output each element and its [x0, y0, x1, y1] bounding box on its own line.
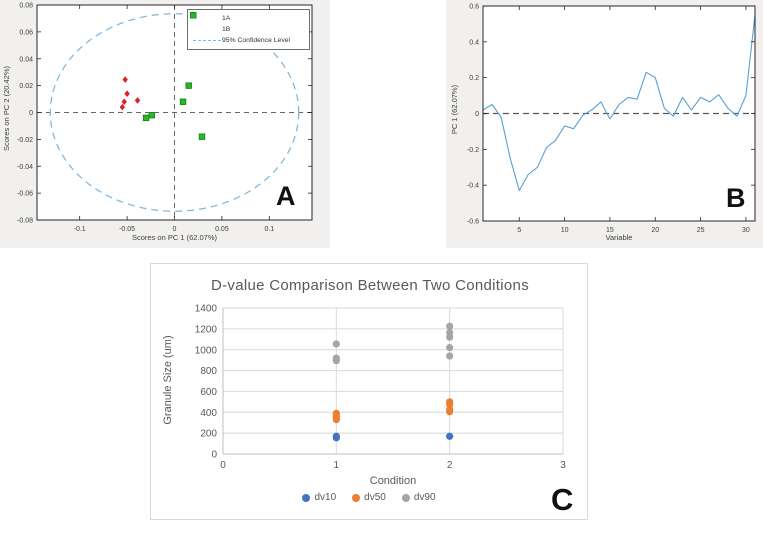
svg-text:-0.06: -0.06 [17, 191, 33, 198]
svg-text:0.4: 0.4 [469, 39, 479, 46]
svg-text:10: 10 [561, 227, 569, 234]
svg-text:0.06: 0.06 [19, 29, 33, 36]
svg-text:-0.2: -0.2 [467, 147, 479, 154]
svg-text:200: 200 [200, 429, 217, 440]
svg-text:3: 3 [560, 460, 566, 471]
svg-text:0.08: 0.08 [19, 3, 33, 10]
svg-text:0: 0 [220, 460, 226, 471]
dashed-line-marker-icon [193, 40, 221, 41]
legend-label-dv10: dv10 [314, 492, 337, 503]
legend-label-1b: 1B [222, 26, 231, 33]
svg-text:5: 5 [517, 227, 521, 234]
legend-item-1b: 1B [190, 12, 305, 35]
legend-label-dv90: dv90 [413, 492, 436, 503]
panel-c-d-value-chart: 0 200 400 600 800 1000 1200 1400 0 1 2 3 D-value Co… [150, 263, 588, 520]
svg-text:0.6: 0.6 [469, 4, 479, 11]
panel-b-x-axis-label: Variable [605, 233, 633, 242]
svg-text:0: 0 [29, 110, 33, 117]
svg-text:0.04: 0.04 [19, 56, 33, 63]
dv90-dot-icon [401, 493, 410, 502]
panel-c-y-axis-label: Granule Size (um) [162, 335, 174, 425]
panel-c-letter: C [551, 482, 574, 517]
svg-text:20: 20 [651, 227, 659, 234]
svg-text:1: 1 [334, 460, 340, 471]
d-value-plot: 0 200 400 600 800 1000 1200 1400 0 1 2 3 [195, 304, 566, 471]
svg-text:0.02: 0.02 [19, 83, 33, 90]
panel-a-x-axis-label: Scores on PC 1 (62.07%) [131, 233, 218, 242]
panel-c-chart-title: D-value Comparison Between Two Condition… [210, 277, 529, 294]
svg-text:1400: 1400 [195, 304, 218, 315]
legend-label-confidence: 95% Confidence Level [222, 37, 291, 44]
pc1-loadings-plot: 0.6 0.4 0.2 0 -0.2 -0.4 -0.6 5 10 15 20 25 30 [467, 4, 756, 234]
panel-a-y-axis-label: Scores on PC 2 (20.42%) [2, 65, 11, 152]
svg-text:2: 2 [447, 460, 453, 471]
svg-text:1200: 1200 [195, 324, 218, 335]
svg-text:0.1: 0.1 [264, 226, 274, 233]
svg-text:-0.05: -0.05 [119, 226, 135, 233]
legend-item-1a: 1A [190, 11, 305, 24]
panel-b-pc1-loadings: 0.6 0.4 0.2 0 -0.2 -0.4 -0.6 5 10 15 20 25 30 Variab… [446, 0, 763, 248]
svg-text:-0.02: -0.02 [17, 137, 33, 144]
svg-text:0: 0 [211, 450, 217, 461]
svg-text:30: 30 [742, 227, 750, 234]
panel-c-x-axis-label: Condition [369, 475, 417, 487]
svg-text:-0.4: -0.4 [467, 183, 479, 190]
dv50-dot-icon [352, 493, 361, 502]
dv10-dot-icon [302, 493, 311, 502]
svg-text:0: 0 [173, 226, 177, 233]
panel-a-legend: 1A 1B 95% Confidence Level [187, 9, 310, 50]
svg-text:400: 400 [200, 408, 217, 419]
legend-label-1a: 1A [222, 15, 231, 22]
svg-text:-0.04: -0.04 [17, 164, 33, 171]
svg-text:25: 25 [697, 227, 705, 234]
panel-b-y-axis-label: PC 1 (62.07%) [450, 84, 459, 135]
svg-text:1000: 1000 [195, 345, 218, 356]
svg-text:-0.6: -0.6 [467, 219, 479, 226]
legend-item-dv50: dv50 [352, 492, 386, 503]
panel-b-letter: B [726, 183, 746, 213]
legend-label-dv50: dv50 [364, 492, 386, 503]
svg-text:800: 800 [200, 366, 217, 377]
svg-text:0: 0 [475, 111, 479, 118]
panel-a-letter: A [276, 181, 296, 211]
panel-c-legend: dv10 dv50 dv90 [151, 492, 587, 503]
legend-item-confidence: 95% Confidence Level [192, 35, 305, 46]
svg-text:-0.08: -0.08 [17, 218, 33, 225]
svg-text:-0.1: -0.1 [74, 226, 86, 233]
svg-text:15: 15 [606, 227, 614, 234]
svg-text:600: 600 [200, 387, 217, 398]
legend-item-dv10: dv10 [302, 492, 336, 503]
svg-text:0.05: 0.05 [215, 226, 229, 233]
panel-a-pca-scores: 0.08 0.06 0.04 0.02 0 -0.02 -0.04 -0.06 -0.08 -0.… [0, 0, 330, 248]
legend-item-dv90: dv90 [401, 492, 436, 503]
svg-text:0.2: 0.2 [469, 75, 479, 82]
